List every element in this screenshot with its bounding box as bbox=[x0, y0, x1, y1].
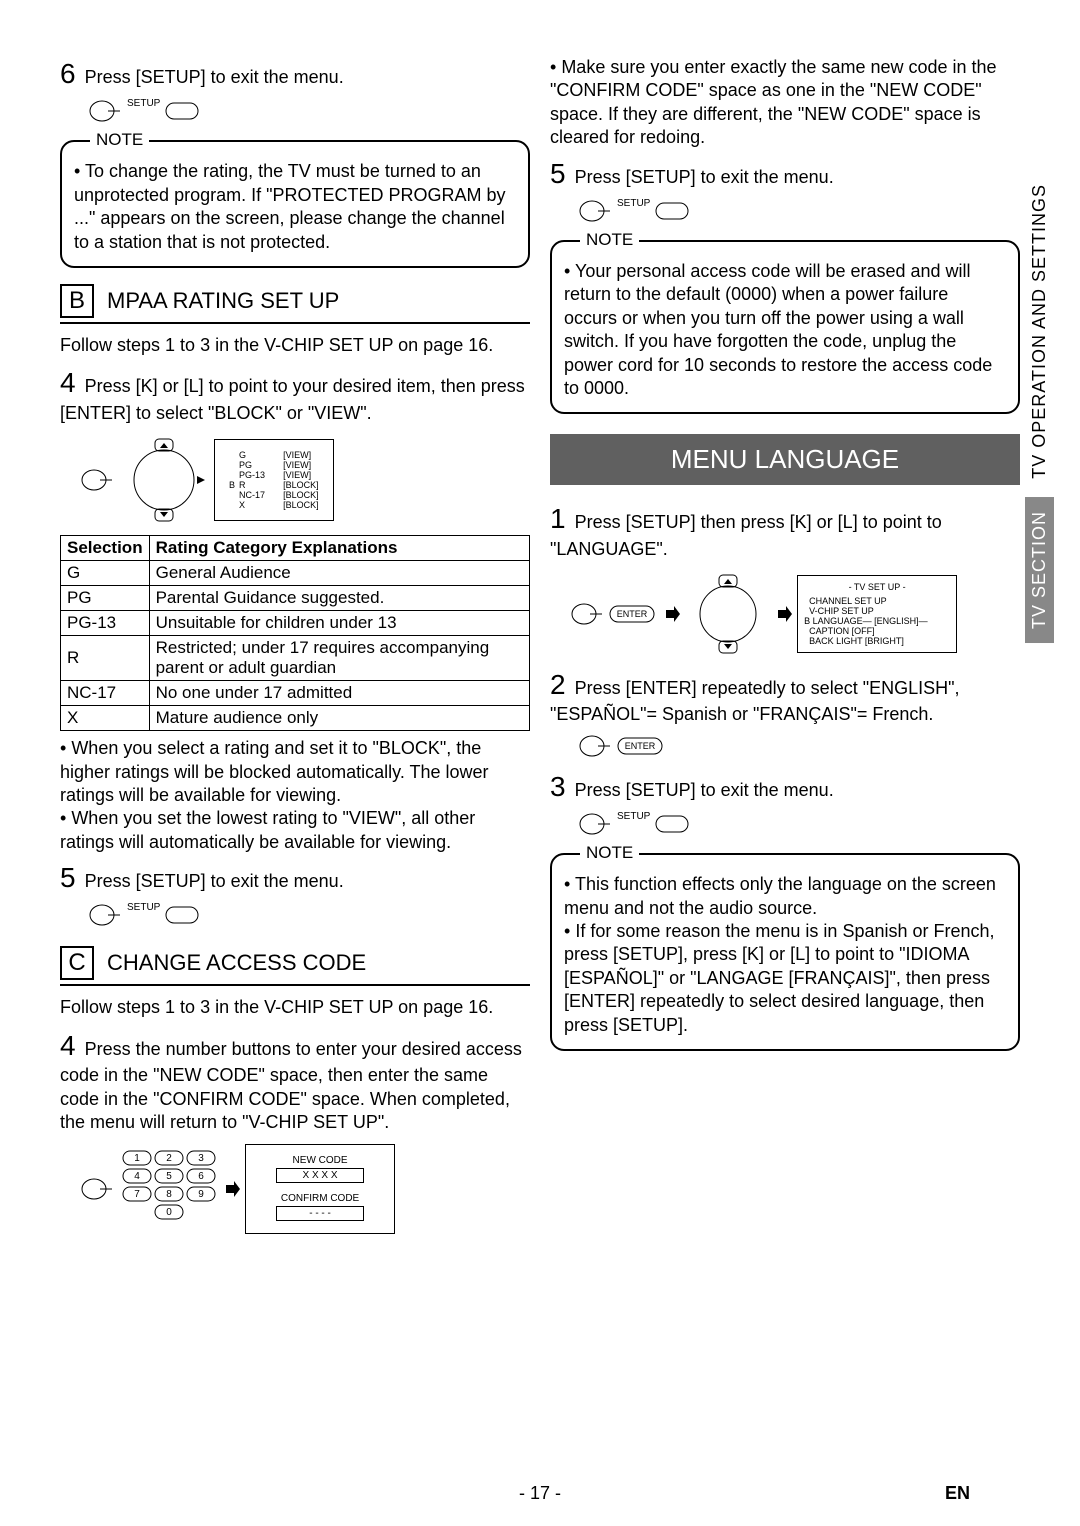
right-column: Make sure you enter exactly the same new… bbox=[550, 50, 1020, 1244]
step3m-text: Press [SETUP] to exit the menu. bbox=[575, 780, 834, 800]
left-column: 6 Press [SETUP] to exit the menu. SETUP … bbox=[60, 50, 530, 1244]
right-top-bullet: Make sure you enter exactly the same new… bbox=[550, 56, 1020, 150]
side-tab-operation: TV OPERATION AND SETTINGS bbox=[1025, 170, 1054, 493]
page-number: - 17 - bbox=[519, 1483, 561, 1504]
hand-enter-icon: ENTER bbox=[578, 733, 1020, 759]
svg-text:2: 2 bbox=[166, 1153, 172, 1164]
step-5r: 5 Press [SETUP] to exit the menu. bbox=[550, 156, 1020, 192]
section-b-letter: B bbox=[60, 284, 94, 318]
mpaa-options-box: G[VIEW]PG[VIEW]PG-13[VIEW]BR[BLOCK]NC-17… bbox=[214, 439, 334, 521]
svg-text:3: 3 bbox=[198, 1153, 204, 1164]
new-code-label: NEW CODE bbox=[256, 1155, 384, 1166]
step2m-text: Press [ENTER] repeatedly to select "ENGL… bbox=[550, 678, 960, 724]
bullet-item: When you set the lowest rating to "VIEW"… bbox=[60, 807, 530, 854]
bullet-item: When you select a rating and set it to "… bbox=[60, 737, 530, 807]
note-label: NOTE bbox=[580, 230, 639, 250]
svg-text:ENTER: ENTER bbox=[625, 741, 656, 751]
note3-item: This function effects only the language … bbox=[564, 873, 1006, 920]
section-c-title: CHANGE ACCESS CODE bbox=[107, 950, 366, 976]
svg-text:1: 1 bbox=[134, 1153, 140, 1164]
step6-text: Press [SETUP] to exit the menu. bbox=[85, 67, 344, 87]
step-4c: 4 Press the number buttons to enter your… bbox=[60, 1028, 530, 1135]
step5b-text: Press [SETUP] to exit the menu. bbox=[85, 871, 344, 891]
step-number: 3 bbox=[550, 771, 566, 802]
svg-text:6: 6 bbox=[198, 1171, 204, 1182]
svg-text:5: 5 bbox=[166, 1171, 172, 1182]
setup-label: SETUP bbox=[617, 198, 650, 209]
table-row: XMature audience only bbox=[61, 706, 530, 731]
language-diagram: ENTER - TV SET UP - CHANNEL SET UP V-CHI… bbox=[570, 571, 1020, 657]
note3-item: If for some reason the menu is in Spanis… bbox=[564, 920, 1006, 1037]
step-2m: 2 Press [ENTER] repeatedly to select "EN… bbox=[550, 667, 1020, 727]
section-b-follow: Follow steps 1 to 3 in the V-CHIP SET UP… bbox=[60, 334, 530, 357]
new-code-value: X X X X bbox=[276, 1168, 364, 1183]
confirm-code-value: - - - - bbox=[276, 1206, 364, 1221]
page-language: EN bbox=[945, 1483, 970, 1504]
step-1m: 1 Press [SETUP] then press [K] or [L] to… bbox=[550, 501, 1020, 561]
step-number: 1 bbox=[550, 503, 566, 534]
step4c-text: Press the number buttons to enter your d… bbox=[60, 1039, 522, 1132]
step-number: 4 bbox=[60, 367, 76, 398]
svg-text:7: 7 bbox=[134, 1189, 140, 1200]
tv-setup-box: - TV SET UP - CHANNEL SET UP V-CHIP SET … bbox=[797, 575, 957, 653]
table-header-selection: Selection bbox=[61, 536, 150, 561]
step4b-text: Press [K] or [L] to point to your desire… bbox=[60, 376, 525, 422]
side-tabs: TV OPERATION AND SETTINGS TV SECTION bbox=[1025, 170, 1054, 647]
hand-setup-icon: SETUP bbox=[578, 198, 1020, 224]
step-number: 4 bbox=[60, 1030, 76, 1061]
table-row: PG-13Unsuitable for children under 13 bbox=[61, 611, 530, 636]
section-b-title: MPAA RATING SET UP bbox=[107, 288, 339, 314]
table-row: NC-17No one under 17 admitted bbox=[61, 681, 530, 706]
section-c-letter: C bbox=[60, 946, 94, 980]
table-header-explanation: Rating Category Explanations bbox=[149, 536, 529, 561]
hand-setup-icon: SETUP bbox=[88, 98, 530, 124]
step1m-text: Press [SETUP] then press [K] or [L] to p… bbox=[550, 512, 942, 558]
ratings-table: Selection Rating Category Explanations G… bbox=[60, 535, 530, 731]
note1-item: To change the rating, the TV must be tur… bbox=[74, 160, 516, 254]
code-entry-box: NEW CODE X X X X CONFIRM CODE - - - - bbox=[245, 1144, 395, 1234]
note-box-2: NOTE Your personal access code will be e… bbox=[550, 240, 1020, 414]
step5r-text: Press [SETUP] to exit the menu. bbox=[575, 167, 834, 187]
keypad-diagram: 1 2 3 4 5 6 7 8 9 0 NEW CODE X X X X CONFIRM C… bbox=[80, 1144, 530, 1234]
table-row: PGParental Guidance suggested. bbox=[61, 586, 530, 611]
step-5b: 5 Press [SETUP] to exit the menu. bbox=[60, 860, 530, 896]
step-3m: 3 Press [SETUP] to exit the menu. bbox=[550, 769, 1020, 805]
hand-setup-icon: SETUP bbox=[578, 811, 1020, 837]
step-number: 2 bbox=[550, 669, 566, 700]
section-c-follow: Follow steps 1 to 3 in the V-CHIP SET UP… bbox=[60, 996, 530, 1019]
note2-item: Your personal access code will be erased… bbox=[564, 260, 1006, 400]
menu-language-header: MENU LANGUAGE bbox=[550, 434, 1020, 485]
table-row: GGeneral Audience bbox=[61, 561, 530, 586]
section-b-header: B MPAA RATING SET UP bbox=[60, 284, 530, 318]
after-table-bullets: When you select a rating and set it to "… bbox=[60, 737, 530, 854]
step-4b: 4 Press [K] or [L] to point to your desi… bbox=[60, 365, 530, 425]
enter-label: ENTER bbox=[617, 609, 648, 619]
step-number: 5 bbox=[550, 158, 566, 189]
svg-text:4: 4 bbox=[134, 1171, 140, 1182]
svg-text:9: 9 bbox=[198, 1189, 204, 1200]
section-c-header: C CHANGE ACCESS CODE bbox=[60, 946, 530, 980]
step-6: 6 Press [SETUP] to exit the menu. bbox=[60, 56, 530, 92]
setup-label: SETUP bbox=[617, 811, 650, 822]
setup-label: SETUP bbox=[127, 98, 160, 109]
note-label: NOTE bbox=[580, 843, 639, 863]
svg-text:8: 8 bbox=[166, 1189, 172, 1200]
note-label: NOTE bbox=[90, 130, 149, 150]
setup-label: SETUP bbox=[127, 902, 160, 913]
mpaa-diagram: G[VIEW]PG[VIEW]PG-13[VIEW]BR[BLOCK]NC-17… bbox=[80, 435, 530, 525]
table-row: RRestricted; under 17 requires accompany… bbox=[61, 636, 530, 681]
step-number: 6 bbox=[60, 58, 76, 89]
side-tab-section: TV SECTION bbox=[1025, 497, 1054, 643]
confirm-code-label: CONFIRM CODE bbox=[256, 1193, 384, 1204]
svg-text:0: 0 bbox=[166, 1207, 172, 1218]
note-box-1: NOTE To change the rating, the TV must b… bbox=[60, 140, 530, 268]
hand-setup-icon: SETUP bbox=[88, 902, 530, 928]
note-box-3: NOTE This function effects only the lang… bbox=[550, 853, 1020, 1051]
step-number: 5 bbox=[60, 862, 76, 893]
bullet-item: Make sure you enter exactly the same new… bbox=[550, 56, 1020, 150]
